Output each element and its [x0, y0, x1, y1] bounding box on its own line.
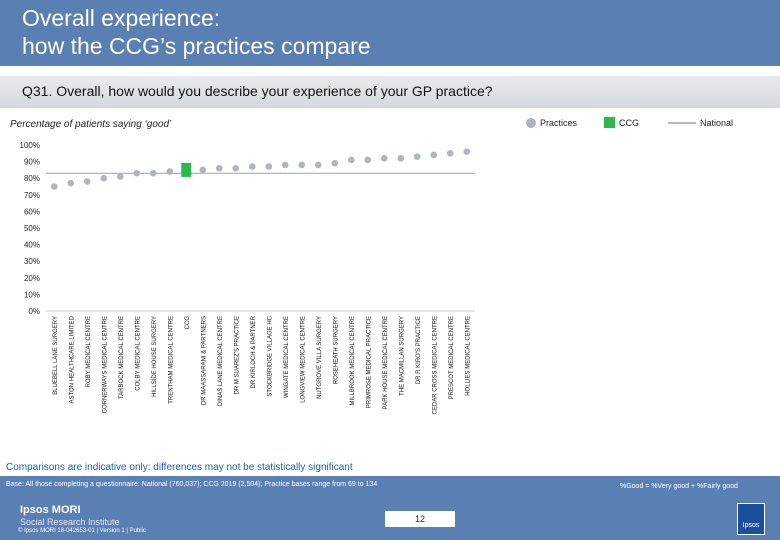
ipsos-badge-label: Ipsos	[742, 522, 760, 529]
practice-point	[149, 169, 157, 177]
y-tick-label: 20%	[24, 274, 40, 283]
y-tick-label: 60%	[24, 207, 40, 216]
practice-point	[281, 161, 289, 169]
x-category-label: ROSEHEATH SURGERY	[333, 316, 339, 384]
x-category-label: WINGATE MEDICAL CENTRE	[284, 316, 290, 398]
practice-point	[100, 174, 108, 182]
x-category-label: HOLLIES MEDICAL CENTRE	[465, 316, 471, 396]
ipsos-mori-logo: Ipsos MORI	[20, 504, 81, 516]
title-line-2: how the CCG’s practices compare	[22, 33, 371, 59]
chart-title: Percentage of patients saying ‘good’	[10, 119, 172, 130]
practice-point	[215, 164, 223, 172]
practice-point	[232, 164, 240, 172]
copyright: © Ipsos MORI 18-042653-01 | Version 1 | …	[18, 528, 146, 534]
practice-point	[347, 156, 355, 164]
legend-practices-label: Practices	[540, 118, 578, 128]
x-category-label: CCG	[185, 316, 191, 330]
sri-logo-text: Social Research Institute	[20, 517, 120, 527]
practice-point	[446, 150, 454, 157]
legend-ccg-marker	[604, 117, 615, 128]
x-category-label: TRENTHAM MEDICAL CENTRE	[168, 316, 174, 404]
title-line-1: Overall experience:	[22, 5, 221, 31]
x-category-label: CEDAR CROSS MEDICAL CENTRE	[432, 316, 438, 414]
practice-point	[248, 163, 256, 170]
y-tick-label: 70%	[24, 191, 40, 200]
comparison-note: Comparisons are indicative only: differe…	[6, 462, 353, 473]
x-category-label: PARK HOUSE MEDICAL CENTRE	[383, 316, 389, 409]
title-band	[0, 0, 780, 66]
x-category-label: CORNERWAYS MEDICAL CENTRE	[102, 316, 108, 413]
practice-point	[67, 179, 75, 187]
x-category-label: DR M SUAREZ'S PRACTICE	[234, 316, 240, 395]
y-tick-label: 0%	[28, 307, 40, 316]
x-category-label: STOCKBRIDGE VILLAGE HC	[267, 315, 273, 396]
y-tick-label: 90%	[24, 158, 40, 167]
practice-point	[364, 156, 372, 164]
x-category-label: MILLBROOK MEDICAL CENTRE	[350, 316, 356, 405]
page-number: 12	[385, 511, 455, 527]
x-category-label: PRIMROSE MEDICAL PRACTICE	[366, 316, 372, 408]
ccg-point	[181, 162, 192, 177]
practice-point	[133, 169, 141, 177]
x-category-label: DR MAASSARANI & PARTNERS	[201, 316, 207, 405]
y-tick-label: 30%	[24, 257, 40, 266]
x-category-label: LONGVIEW MEDICAL CENTRE	[300, 316, 306, 403]
y-tick-label: 80%	[24, 174, 40, 183]
page-title: Overall experience: how the CCG’s practi…	[22, 4, 371, 60]
practice-point	[463, 148, 471, 155]
y-tick-label: 50%	[24, 224, 40, 233]
good-definition-note: %Good = %Very good + %Fairly good	[620, 483, 738, 490]
y-tick-label: 100%	[20, 141, 40, 150]
x-category-label: ROBY MEDICAL CENTRE	[86, 316, 92, 387]
x-category-label: COLBY MEDICAL CENTRE	[135, 316, 141, 391]
y-tick-label: 40%	[24, 241, 40, 250]
question-text: Q31. Overall, how would you describe you…	[22, 83, 493, 99]
x-category-label: PRESCOT MEDICAL CENTRE	[449, 316, 455, 399]
practice-point	[166, 168, 174, 175]
practice-point	[199, 166, 207, 174]
practice-point	[397, 154, 405, 162]
practice-point	[265, 163, 273, 170]
practice-point	[331, 159, 339, 167]
practice-point	[413, 153, 421, 160]
legend-ccg-label: CCG	[619, 118, 639, 128]
practice-point	[83, 178, 91, 185]
legend-national-label: National	[700, 118, 734, 128]
x-category-label: BLUEBELL LANE SURGERY	[53, 316, 59, 395]
x-category-label: DR R KIRO'S PRACTICE	[416, 316, 422, 384]
x-category-label: DR KIRLOCH & PARTNER	[251, 315, 257, 388]
y-tick-label: 10%	[24, 290, 40, 299]
x-category-label: NUTGROVE VILLA SURGERY	[317, 316, 323, 399]
question-band	[0, 76, 780, 108]
base-note: Base: All those completing a questionnai…	[6, 481, 378, 488]
practice-point	[298, 161, 306, 169]
x-category-label: TARBOCK MEDICAL CENTRE	[119, 316, 125, 399]
legend-practices-marker	[526, 118, 536, 128]
x-category-label: HILLSIDE HOUSE SURGERY	[152, 316, 158, 397]
x-category-label: THE MACMILLAN SURGERY	[399, 316, 405, 396]
ipsos-badge-icon: Ipsos	[737, 503, 765, 535]
practice-point	[50, 183, 58, 190]
x-category-label: DINAS LANE MEDICAL CENTRE	[218, 316, 224, 406]
footer-band	[0, 476, 780, 540]
practice-point	[430, 151, 438, 159]
practice-point	[314, 161, 322, 169]
x-category-label: ASTON HEALTHCARE LIMITED	[69, 315, 75, 403]
practice-point	[380, 154, 388, 162]
practice-point	[116, 173, 124, 180]
